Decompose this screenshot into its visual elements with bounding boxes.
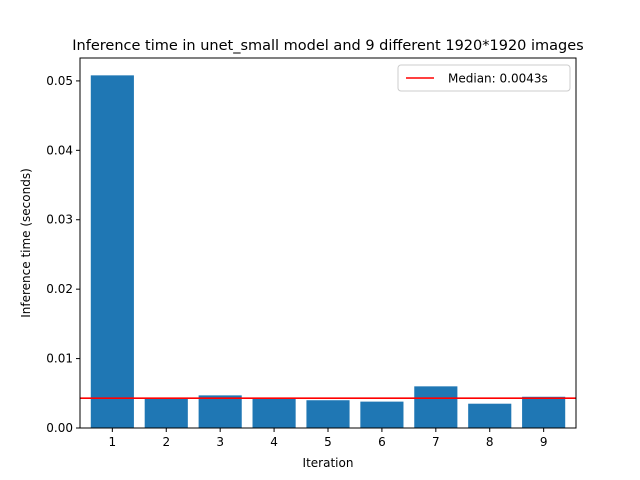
y-tick-label: 0.01 [46,352,73,366]
x-tick-label: 7 [432,435,440,449]
bar [198,395,242,428]
x-axis-label: Iteration [303,456,354,470]
legend-entry-label: Median: 0.0043s [448,72,548,86]
plot-area-frame [79,57,577,429]
x-tick-label: 5 [324,435,332,449]
bar [414,386,458,428]
y-tick-label: 0.03 [46,213,73,227]
x-axis: 1 2 3 4 5 6 7 8 9 [109,428,548,449]
x-tick-label: 9 [540,435,548,449]
bar [522,396,566,428]
bars [90,75,566,428]
legend-box [397,64,571,92]
bar [306,400,350,428]
y-axis-label: Inference time (seconds) [19,168,33,318]
bar [468,403,512,428]
chart-title: Inference time in unet_small model and 9… [72,38,583,54]
x-tick-label: 4 [270,435,278,449]
x-tick-label: 8 [486,435,494,449]
y-tick-label: 0.04 [46,143,73,157]
x-tick-label: 6 [378,435,386,449]
bar [360,401,404,428]
y-tick-label: 0.05 [46,74,73,88]
bar [252,398,296,428]
legend: Median: 0.0043s [397,64,571,92]
bar [144,398,188,428]
y-axis: 0.00 0.01 0.02 0.03 0.04 0.05 [46,74,80,435]
bar [90,75,134,428]
y-tick-label: 0.02 [46,282,73,296]
x-tick-label: 2 [162,435,170,449]
x-tick-label: 1 [109,435,117,449]
x-tick-label: 3 [216,435,224,449]
y-tick-label: 0.00 [46,421,73,435]
